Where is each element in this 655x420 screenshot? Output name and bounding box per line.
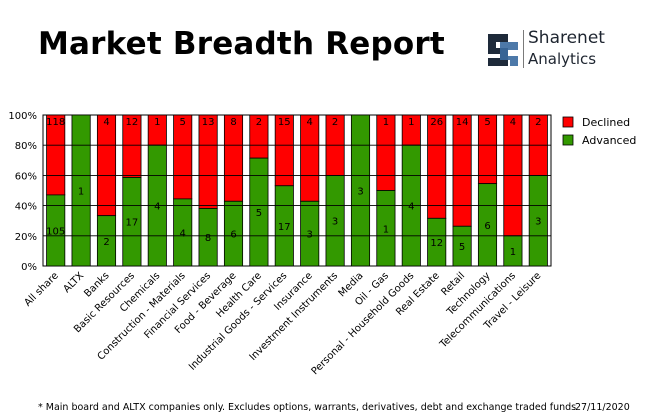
data-label-declined: 2 bbox=[256, 117, 262, 128]
data-label-advanced: 5 bbox=[256, 208, 262, 219]
logo-subtitle: Analytics bbox=[528, 50, 597, 68]
legend-swatch-advanced bbox=[562, 134, 574, 146]
data-label-advanced: 1 bbox=[510, 247, 516, 258]
y-tick-label: 60% bbox=[15, 171, 37, 182]
bar-advanced bbox=[376, 190, 396, 267]
plot-area bbox=[42, 114, 552, 267]
data-label-declined: 12 bbox=[126, 117, 139, 128]
data-label-advanced: 4 bbox=[408, 202, 414, 213]
data-label-advanced: 4 bbox=[154, 202, 160, 213]
data-label-declined: 5 bbox=[180, 117, 186, 128]
data-label-advanced: 1 bbox=[78, 187, 84, 198]
bar-advanced bbox=[71, 114, 91, 267]
data-label-declined: 118 bbox=[46, 117, 65, 128]
sharenet-logo-icon bbox=[488, 34, 518, 66]
bar-advanced bbox=[427, 217, 447, 267]
bar-advanced bbox=[300, 200, 320, 267]
bar-advanced bbox=[198, 208, 218, 267]
data-label-declined: 1 bbox=[383, 117, 389, 128]
data-label-advanced: 12 bbox=[430, 238, 443, 249]
data-label-declined: 2 bbox=[535, 117, 541, 128]
data-label-declined: 13 bbox=[202, 117, 215, 128]
sharenet-logo: Sharenet Analytics bbox=[486, 28, 636, 74]
data-label-declined: 2 bbox=[332, 117, 338, 128]
legend-swatch-declined bbox=[562, 116, 574, 128]
legend-label-declined: Declined bbox=[582, 116, 630, 129]
data-label-advanced: 17 bbox=[278, 222, 291, 233]
logo-name: Sharenet bbox=[528, 28, 605, 48]
report-date: 27/11/2020 bbox=[575, 402, 630, 413]
footnote: * Main board and ALTX companies only. Ex… bbox=[38, 402, 577, 413]
bar-advanced bbox=[46, 194, 66, 267]
data-label-declined: 5 bbox=[484, 117, 490, 128]
bar-declined bbox=[452, 114, 472, 227]
data-label-declined: 1 bbox=[154, 117, 160, 128]
y-tick-label: 80% bbox=[15, 141, 37, 152]
data-label-declined: 15 bbox=[278, 117, 291, 128]
data-label-advanced: 3 bbox=[332, 217, 338, 228]
data-label-advanced: 8 bbox=[205, 233, 211, 244]
data-label-advanced: 6 bbox=[230, 230, 236, 241]
data-label-advanced: 1 bbox=[383, 224, 389, 235]
bar-advanced bbox=[122, 177, 142, 267]
data-label-advanced: 3 bbox=[535, 217, 541, 228]
data-label-declined: 1 bbox=[408, 117, 414, 128]
data-label-declined: 4 bbox=[510, 117, 516, 128]
data-label-advanced: 3 bbox=[357, 187, 363, 198]
y-tick-label: 20% bbox=[15, 232, 37, 243]
legend: Declined Advanced bbox=[562, 116, 636, 147]
y-axis-labels: 0% 20% 40% 60% 80% 100% bbox=[8, 111, 37, 273]
bar-advanced bbox=[477, 183, 498, 267]
data-label-advanced: 17 bbox=[126, 218, 139, 229]
bar-advanced bbox=[223, 200, 244, 267]
bar-advanced bbox=[173, 198, 193, 267]
data-label-advanced: 5 bbox=[459, 242, 465, 253]
x-tick-label: All share bbox=[22, 270, 60, 308]
data-label-declined: 4 bbox=[103, 117, 109, 128]
data-label-declined: 4 bbox=[307, 117, 313, 128]
y-tick-label: 0% bbox=[21, 262, 37, 273]
data-label-declined: 26 bbox=[430, 117, 443, 128]
data-label-advanced: 4 bbox=[180, 228, 186, 239]
data-label-advanced: 3 bbox=[307, 230, 313, 241]
data-label-advanced: 2 bbox=[103, 237, 109, 248]
gridlines bbox=[43, 144, 551, 237]
data-label-advanced: 6 bbox=[484, 221, 490, 232]
data-label-declined: 14 bbox=[456, 117, 469, 128]
market-breadth-chart: 1181051421217145413886251517432331114261… bbox=[8, 111, 636, 377]
bar-advanced bbox=[249, 157, 269, 267]
y-tick-label: 100% bbox=[8, 111, 37, 122]
bar-declined bbox=[198, 114, 218, 209]
logo-divider bbox=[523, 30, 524, 68]
legend-label-advanced: Advanced bbox=[582, 134, 636, 147]
page-title: Market Breadth Report bbox=[38, 26, 445, 62]
data-label-declined: 8 bbox=[230, 117, 236, 128]
data-label-advanced: 105 bbox=[46, 226, 65, 237]
bar-advanced bbox=[350, 114, 371, 267]
bar-declined bbox=[96, 114, 117, 217]
bar-declined bbox=[427, 114, 447, 219]
bar-advanced bbox=[96, 215, 117, 267]
y-tick-label: 40% bbox=[15, 202, 37, 213]
